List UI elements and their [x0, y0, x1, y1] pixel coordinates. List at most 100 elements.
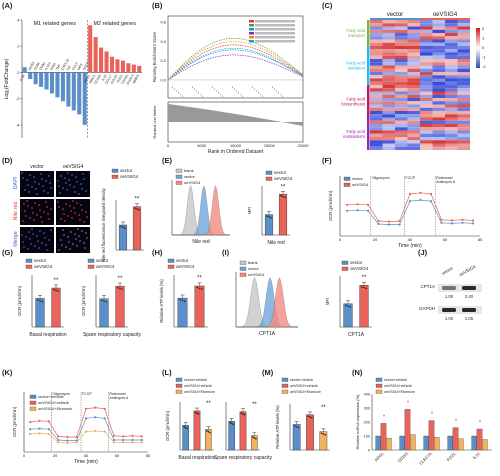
y-axis-label: OCR (pmol/min) — [165, 410, 170, 441]
heatmap-cell — [382, 111, 395, 115]
cell-dot — [48, 239, 50, 241]
heatmap-cell — [420, 140, 433, 144]
ocr-point — [66, 435, 69, 439]
heatmap-cell — [457, 130, 470, 134]
panel-k: vector+vehicleoeVSIG4+vehicleoeVSIG4+Eto… — [12, 392, 151, 465]
heatmap-cell — [382, 33, 395, 37]
gene-hit-tick — [254, 88, 255, 90]
heatmap-cell — [407, 42, 420, 46]
heatmap-cell — [432, 55, 445, 59]
cell-dot — [35, 188, 37, 190]
heatmap-cell — [395, 107, 408, 111]
heatmap-cell — [395, 52, 408, 56]
heatmap-cell — [370, 117, 383, 121]
bar-ccl22 — [115, 59, 120, 73]
heatmap-cell — [407, 26, 420, 30]
heatmap-cell — [395, 127, 408, 131]
cell-dot — [69, 205, 71, 207]
ocr-point — [440, 221, 443, 224]
heatmap-cell — [445, 130, 458, 134]
bar — [386, 437, 392, 451]
histogram-oevsig4 — [236, 277, 298, 328]
bar — [194, 285, 205, 328]
panel-letter-i: (I) — [222, 248, 230, 257]
blot-band — [462, 286, 476, 290]
x-axis-label: CPT1A — [259, 331, 276, 337]
heatmap-cell — [445, 98, 458, 102]
data-point — [365, 287, 368, 290]
data-point — [55, 289, 57, 292]
x-axis-label: Rank in Ordered Dataset — [208, 149, 264, 155]
gene-label: IL1B — [19, 73, 26, 82]
cell-dot — [73, 207, 75, 209]
gene-hit-tick — [222, 95, 223, 98]
significance-mark: * — [407, 400, 409, 406]
gene-hit-tick — [198, 91, 199, 94]
heatmap-cell — [420, 114, 433, 118]
heatmap-cell — [382, 26, 395, 30]
heatmap-cell — [432, 130, 445, 134]
heatmap-cell — [382, 127, 395, 131]
legend-swatch — [375, 377, 383, 382]
y-tick-label: 300 — [364, 407, 370, 411]
cell-dot — [27, 184, 29, 186]
heatmap-cell — [382, 59, 395, 63]
heatmap-cell — [407, 78, 420, 82]
heatmap-cell — [457, 68, 470, 72]
gene-hit-tick — [196, 90, 197, 92]
gene-label: IRF5 — [77, 63, 84, 71]
cell-dot — [83, 221, 85, 223]
heatmap-cell — [407, 23, 420, 27]
legend-entry: oeVSIG4+vehicle — [38, 400, 70, 405]
cell-dot — [63, 234, 65, 236]
legend-entry: vector — [96, 258, 109, 263]
enrichment-curve — [167, 44, 304, 81]
group-color-bar — [367, 85, 370, 118]
heatmap-cell — [432, 59, 445, 63]
heatmap-cell — [370, 146, 383, 150]
heatmap-cell — [445, 143, 458, 147]
legend-swatch — [25, 264, 33, 269]
heatmap-cell — [395, 75, 408, 79]
cell-dot — [38, 247, 40, 249]
ocr-point — [38, 432, 41, 435]
heatmap-cell — [457, 124, 470, 128]
heatmap-cell — [420, 143, 433, 147]
y-tick-label: 2 — [17, 44, 20, 49]
heatmap-cell — [432, 42, 445, 46]
heatmap-cell — [432, 101, 445, 105]
heatmap-cell — [445, 137, 458, 141]
significance-mark: * — [383, 414, 385, 420]
heatmap-cell — [395, 39, 408, 43]
cell-dot — [50, 187, 52, 189]
data-point — [270, 216, 272, 219]
heatmap-cell — [407, 55, 420, 59]
ocr-point — [450, 219, 454, 222]
legend-entry: vector — [350, 260, 363, 265]
heatmap-cell — [457, 85, 470, 89]
gene-label: IL10 — [472, 451, 482, 461]
data-point — [294, 425, 296, 427]
panel-letter-f: (F) — [322, 156, 332, 165]
cell-dot — [77, 228, 79, 230]
data-point — [320, 432, 323, 434]
significance-mark: ** — [54, 278, 59, 284]
heatmap-cell — [457, 39, 470, 43]
heatmap-cell — [370, 143, 383, 147]
gene-hit-tick — [280, 93, 281, 96]
bar — [99, 298, 109, 328]
heatmap-cell — [457, 72, 470, 76]
heatmap-cell — [407, 68, 420, 72]
heatmap-cell — [420, 133, 433, 137]
heatmap-cell — [382, 104, 395, 108]
heatmap-cell — [370, 81, 383, 85]
heatmap-cell — [420, 94, 433, 98]
heatmap-cell — [420, 81, 433, 85]
heatmap-cell — [432, 104, 445, 108]
significance-mark: ** — [321, 405, 326, 411]
data-point — [266, 215, 268, 217]
cell-dot — [58, 249, 60, 251]
gene-hit-tick — [202, 95, 203, 98]
legend-entry: oeVSIG4 — [248, 272, 265, 277]
